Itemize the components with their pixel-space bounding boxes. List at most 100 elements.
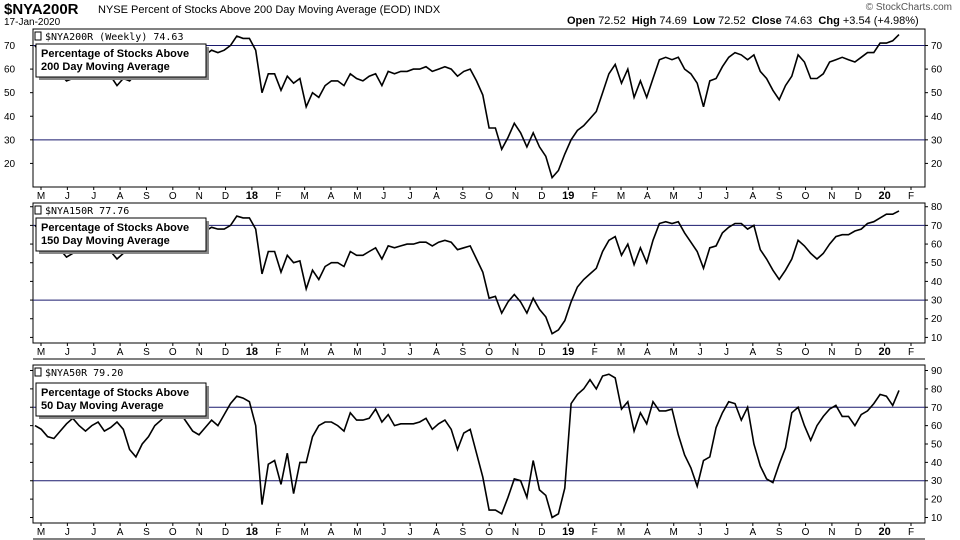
x-month-label: F [908, 527, 914, 538]
x-month-label: N [196, 191, 203, 202]
x-month-label: S [459, 527, 466, 538]
x-month-label: J [724, 191, 729, 202]
x-month-label: J [698, 347, 703, 358]
x-month-label: N [196, 527, 203, 538]
note-line: 150 Day Moving Average [41, 235, 170, 247]
x-month-label: D [538, 191, 545, 202]
x-year-label: 20 [879, 526, 891, 538]
x-month-label: N [828, 347, 835, 358]
x-month-label: D [222, 527, 229, 538]
x-month-label: F [908, 347, 914, 358]
x-month-label: J [91, 191, 96, 202]
x-month-label: D [855, 527, 862, 538]
low-label: Low [693, 15, 716, 27]
x-month-label: J [698, 191, 703, 202]
x-month-label: M [37, 527, 45, 538]
x-month-label: J [65, 347, 70, 358]
legend: $NYA150R 77.76 [34, 205, 129, 217]
open-label: Open [567, 15, 596, 27]
chart-date: 17-Jan-2020 [4, 17, 61, 28]
x-axis: M J J A S O N D 18 F M A M J J A S O N D 19 F M A M J J A S O N D 20 F [33, 523, 925, 540]
y-tick-label-right: 30 [931, 476, 943, 487]
x-month-label: F [275, 191, 281, 202]
x-month-label: D [855, 347, 862, 358]
y-tick-label-left: 20 [4, 159, 16, 170]
x-month-label: A [749, 347, 756, 358]
y-tick-label-right: 60 [931, 240, 943, 251]
x-month-label: A [328, 347, 335, 358]
y-tick-label-left: 50 [4, 88, 16, 99]
y-tick-label-right: 50 [931, 258, 943, 269]
x-month-label: A [749, 191, 756, 202]
x-month-label: O [802, 191, 810, 202]
x-month-label: S [459, 191, 466, 202]
x-month-label: D [538, 347, 545, 358]
legend: $NYA50R 79.20 [34, 367, 123, 379]
legend-label: $NYA150R 77.76 [45, 206, 129, 217]
x-month-label: O [485, 527, 493, 538]
close-value: 74.63 [784, 15, 813, 27]
note-box [35, 43, 207, 78]
x-month-label: M [617, 347, 625, 358]
y-tick-label-right: 20 [931, 314, 943, 325]
high-label: High [631, 15, 657, 27]
x-year-label: 20 [879, 346, 891, 358]
high-value: 74.69 [659, 15, 687, 27]
x-month-label: D [222, 347, 229, 358]
panel-3: 10 20 30 40 50 60 70 80 90 $NYA50R 79.20 Percentag… [30, 364, 943, 540]
chg-label: Chg [818, 15, 840, 27]
x-month-label: A [644, 347, 651, 358]
x-month-label: M [617, 191, 625, 202]
y-tick-label-right: 80 [931, 202, 943, 213]
x-year-label: 18 [246, 190, 258, 202]
y-tick-label-right: 40 [931, 458, 943, 469]
x-month-label: M [37, 347, 45, 358]
x-month-label: A [117, 527, 124, 538]
legend-label: $NYA200R (Weekly) 74.63 [45, 32, 183, 43]
close-label: Close [751, 15, 782, 27]
x-month-label: F [275, 527, 281, 538]
x-month-label: M [300, 191, 308, 202]
note-line: 200 Day Moving Average [41, 61, 170, 73]
note-box [35, 382, 207, 417]
x-month-label: N [512, 347, 519, 358]
x-year-label: 19 [562, 190, 574, 202]
legend-label: $NYA50R 79.20 [45, 368, 123, 379]
panel-frame [32, 202, 926, 344]
y-tick-label-left: 40 [4, 112, 16, 123]
x-month-label: D [222, 191, 229, 202]
x-month-label: J [91, 527, 96, 538]
y-tick-label-right: 40 [931, 277, 943, 288]
panel-2: 10 20 30 40 50 60 70 80 $NYA150R 77.76 Percentage… [30, 202, 943, 360]
x-month-label: O [169, 527, 177, 538]
x-month-label: S [459, 347, 466, 358]
legend-swatch [34, 205, 42, 215]
x-month-label: M [670, 527, 678, 538]
y-tick-label-right: 60 [931, 421, 943, 432]
note-line: Percentage of Stocks Above [41, 222, 189, 234]
x-month-label: A [644, 191, 651, 202]
y-tick-label-left: 60 [4, 65, 16, 76]
open-value: 72.52 [598, 15, 626, 27]
x-month-label: O [485, 191, 493, 202]
chg-value: +3.54 (+4.98%) [842, 15, 919, 27]
x-month-label: O [169, 191, 177, 202]
x-month-label: F [275, 347, 281, 358]
x-month-label: N [828, 527, 835, 538]
note-line: 50 Day Moving Average [41, 400, 164, 412]
x-month-label: M [670, 347, 678, 358]
panel-frame [32, 28, 926, 188]
x-year-label: 20 [879, 190, 891, 202]
y-tick-label-right: 30 [931, 296, 943, 307]
x-month-label: J [724, 347, 729, 358]
x-month-label: N [512, 527, 519, 538]
x-month-label: F [908, 191, 914, 202]
x-month-label: N [828, 191, 835, 202]
x-month-label: J [65, 191, 70, 202]
low-value: 72.52 [718, 15, 746, 27]
copyright: © StockCharts.com [865, 2, 952, 13]
x-month-label: N [512, 191, 519, 202]
y-tick-label-right: 30 [931, 135, 943, 146]
y-tick-label-right: 70 [931, 41, 943, 52]
